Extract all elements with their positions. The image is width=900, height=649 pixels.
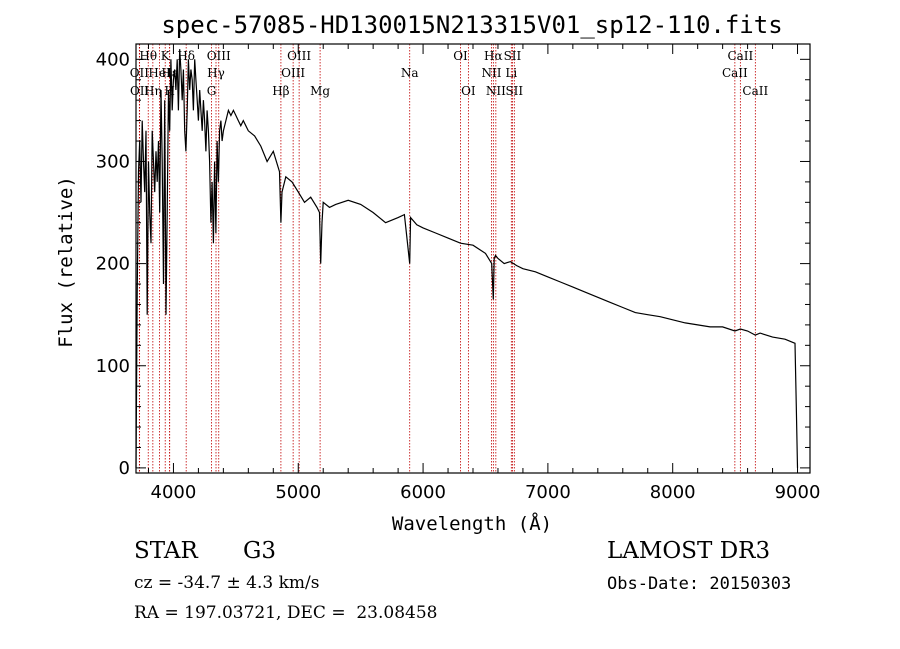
emission-line-label: OII (130, 66, 150, 80)
x-tick-label: 7000 (525, 482, 571, 503)
y-tick-label: 300 (96, 151, 130, 172)
emission-line-label: OI (453, 49, 468, 63)
emission-line-label: Hγ (207, 66, 225, 80)
chart-title: spec-57085-HD130015N213315V01_sp12-110.f… (161, 11, 782, 39)
emission-line-label: G (207, 84, 217, 98)
emission-line-label: Na (401, 66, 419, 80)
survey-name: LAMOST DR3 (607, 538, 771, 564)
emission-line-label: OIII (207, 49, 231, 63)
spectrum-chart: spec-57085-HD130015N213315V01_sp12-110.f… (55, 11, 821, 535)
emission-line-label: H (164, 84, 174, 98)
emission-line-label: Hα (484, 49, 503, 63)
x-tick-label: 8000 (650, 482, 696, 503)
coordinates: RA = 197.03721, DEC = 23.08458 (134, 603, 438, 623)
plot-frame (135, 43, 811, 474)
y-tick-label: 200 (96, 254, 130, 275)
spectral-subclass: G3 (243, 538, 277, 564)
x-tick-label: 9000 (775, 482, 821, 503)
emission-line-labels: HθOIIOIIHeIHηKHHεHδGHγOIIIHβOIIIOIIIMgNa… (130, 49, 769, 98)
emission-line-label: Hβ (272, 84, 289, 98)
emission-line-label: Hη (144, 84, 162, 98)
y-tick-label: 400 (96, 49, 130, 70)
redshift-text: cz = -34.7 ± 4.3 km/s (134, 573, 320, 593)
emission-line-label: OIII (281, 66, 305, 80)
emission-line-label: CaII (742, 84, 768, 98)
emission-line-label: SII (505, 84, 523, 98)
x-tick-label: 4000 (151, 482, 197, 503)
observation-date: Obs-Date: 20150303 (607, 574, 792, 594)
y-tick-label: 100 (96, 356, 130, 377)
x-axis-label: Wavelength (Å) (392, 512, 552, 535)
y-axis-label: Flux (relative) (55, 176, 77, 348)
axis-ticks: 4000 5000 6000 7000 8000 9000 0 100 200 300 400 (96, 44, 821, 503)
emission-line-label: Hδ (177, 49, 195, 63)
emission-line-label: OI (461, 84, 476, 98)
emission-line-label: NII (486, 84, 506, 98)
y-tick-label: 0 (119, 458, 130, 479)
emission-line-label: HeI (148, 66, 171, 80)
emission-line-label: CaII (722, 66, 748, 80)
emission-line-label: NII (481, 66, 501, 80)
object-class: STAR (134, 538, 198, 564)
emission-line-label: Hθ (139, 49, 157, 63)
emission-line-label: Li (505, 66, 517, 80)
emission-line-label: K (161, 49, 171, 63)
emission-line-label: CaII (727, 49, 753, 63)
emission-line-label: OIII (287, 49, 311, 63)
spectrum-line (135, 49, 799, 468)
emission-line-layer (138, 44, 756, 473)
emission-line-label: OII (130, 84, 150, 98)
x-tick-label: 6000 (400, 482, 446, 503)
emission-line-label: SII (504, 49, 522, 63)
emission-line-label: Mg (310, 84, 330, 98)
x-tick-label: 5000 (275, 482, 321, 503)
